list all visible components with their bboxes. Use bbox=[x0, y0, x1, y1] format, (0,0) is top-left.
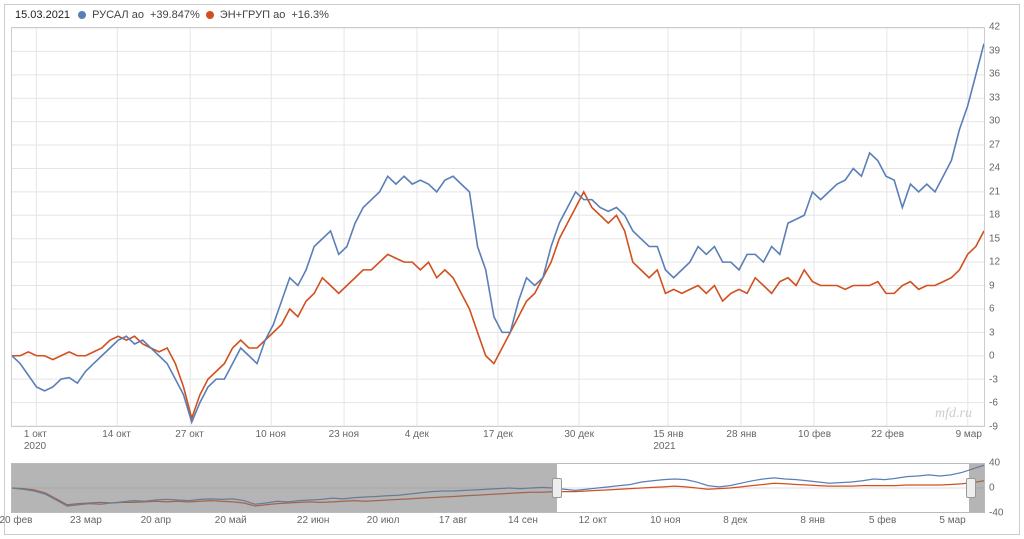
legend-pct-1: +16.3% bbox=[291, 9, 329, 21]
range-handle-right[interactable] bbox=[966, 478, 976, 498]
range-y-ticks: -40040 bbox=[989, 463, 1017, 513]
y-axis-ticks: -9-6-303691215182124273033363942 bbox=[989, 27, 1017, 427]
main-chart[interactable]: mfd.ru bbox=[11, 27, 985, 427]
legend-swatch-1 bbox=[206, 11, 214, 19]
x-axis-ticks: 1 окт202014 окт27 окт10 ноя23 ноя4 дек17… bbox=[11, 429, 985, 463]
legend-pct-0: +39.847% bbox=[150, 9, 200, 21]
range-x-ticks: 20 фев23 мар20 апр20 май22 июн20 июл17 а… bbox=[11, 515, 985, 533]
legend-name-0: РУСАЛ ао bbox=[92, 9, 144, 21]
range-selector[interactable] bbox=[11, 463, 985, 513]
legend-date: 15.03.2021 bbox=[15, 9, 70, 21]
legend-name-1: ЭН+ГРУП ао bbox=[220, 9, 286, 21]
chart-svg bbox=[12, 28, 984, 426]
range-shade-left bbox=[12, 464, 557, 512]
chart-container: 15.03.2021 РУСАЛ ао +39.847% ЭН+ГРУП ао … bbox=[4, 4, 1020, 535]
watermark: mfd.ru bbox=[935, 406, 972, 422]
range-handle-left[interactable] bbox=[552, 478, 562, 498]
legend: 15.03.2021 РУСАЛ ао +39.847% ЭН+ГРУП ао … bbox=[15, 9, 329, 21]
legend-swatch-0 bbox=[78, 11, 86, 19]
